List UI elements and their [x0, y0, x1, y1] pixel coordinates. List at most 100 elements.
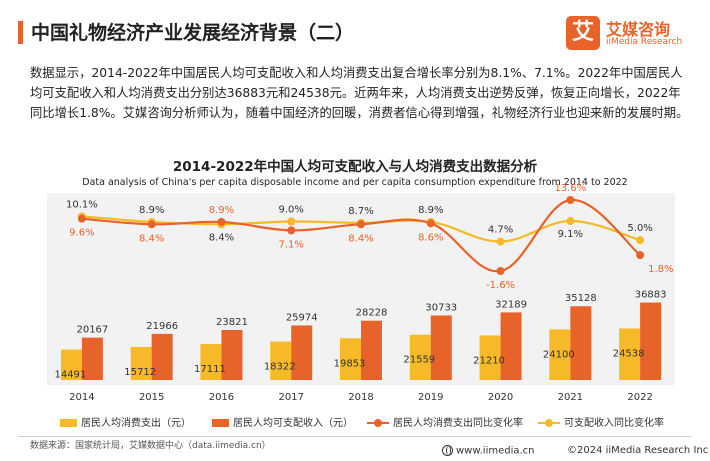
data-label-income-rate: 8.4% [209, 232, 234, 243]
logo-name: 艾媒咨询 [606, 20, 671, 39]
data-label-income: 35128 [565, 293, 597, 304]
point-income-rate [566, 217, 575, 226]
legend-item-income: 居民人均可支配收入（元） [212, 414, 353, 429]
data-label-income-rate: 8.9% [418, 205, 443, 216]
bar-income [500, 312, 522, 380]
point-consumption-rate [566, 196, 575, 204]
data-label-consumption-rate: 8.9% [209, 205, 234, 216]
x-tick-label: 2015 [139, 392, 164, 403]
data-label-income: 25974 [286, 312, 318, 323]
point-consumption-rate [77, 214, 86, 223]
bar-consumption [270, 341, 292, 380]
bar-consumption [549, 329, 571, 380]
data-label-consumption: 17111 [194, 364, 226, 375]
data-label-income-rate: 9.1% [558, 229, 583, 240]
footer-site[interactable]: www.iimedia.cn [442, 445, 535, 457]
x-tick-label: 2020 [488, 392, 513, 403]
bar-income [640, 302, 662, 380]
legend-label-consumption-rate: 居民人均消费支出同比变化率 [393, 418, 523, 429]
data-label-income-rate: 9.0% [279, 204, 304, 215]
data-label-consumption: 19853 [334, 358, 366, 369]
data-label-consumption: 21210 [473, 355, 505, 366]
data-label-income-rate: 4.7% [488, 225, 513, 236]
data-label-consumption: 21559 [403, 355, 435, 366]
footer-site-url[interactable]: www.iimedia.cn [456, 445, 535, 457]
title-accent-bar [18, 21, 23, 44]
data-label-consumption-rate: 7.1% [279, 239, 304, 250]
bar-income [361, 320, 382, 380]
data-label-consumption: 24538 [613, 348, 645, 359]
data-label-income-rate: 8.9% [139, 205, 164, 216]
data-label-consumption-rate: 8.6% [418, 232, 443, 243]
point-consumption-rate [147, 220, 156, 229]
legend-label-consumption: 居民人均消费支出（元） [81, 418, 191, 429]
point-income-rate [636, 236, 645, 245]
data-label-consumption-rate: 13.6% [554, 183, 586, 194]
legend-label-income-rate: 可支配收入同比变化率 [564, 418, 664, 429]
data-label-consumption-rate: 1.8% [648, 264, 673, 275]
x-tick-label: 2018 [348, 392, 373, 403]
bar-consumption [60, 349, 82, 380]
data-label-income: 20167 [76, 325, 108, 336]
legend-item-income-rate: 可支配收入同比变化率 [538, 414, 664, 429]
data-label-income: 32189 [495, 299, 527, 310]
footer-divider [18, 436, 692, 437]
point-consumption-rate [217, 217, 226, 226]
legend-swatch-income [212, 419, 229, 427]
bar-income [221, 329, 243, 380]
point-consumption-rate [426, 219, 435, 228]
bar-income [81, 337, 103, 380]
x-tick-label: 2019 [418, 392, 443, 403]
chart-title: 2014-2022年中国人均可支配收入与人均消费支出数据分析 [172, 159, 538, 175]
bar-consumption [409, 334, 431, 380]
data-label-income: 28228 [356, 308, 388, 319]
point-income-rate [287, 217, 296, 226]
data-label-income: 30733 [425, 302, 457, 313]
legend-label-income: 居民人均可支配收入（元） [233, 418, 353, 429]
legend-line-consumption-rate [367, 417, 389, 429]
data-label-income: 36883 [635, 290, 667, 301]
globe-icon [442, 445, 453, 456]
bar-consumption [479, 335, 501, 380]
data-label-consumption-rate: -1.6% [486, 280, 515, 291]
bar-income [570, 306, 592, 380]
data-label-consumption: 15712 [124, 367, 156, 378]
legend-item-consumption-rate: 居民人均消费支出同比变化率 [367, 414, 523, 429]
data-label-consumption-rate: 8.4% [348, 233, 373, 244]
legend-swatch-consumption [60, 419, 77, 427]
point-consumption-rate [287, 226, 296, 235]
intro-paragraph: 数据显示，2014-2022年中国居民人均可支配收入和人均消费支出复合增长率分别… [30, 66, 689, 120]
data-label-income: 21966 [146, 321, 178, 332]
point-consumption-rate [636, 251, 645, 260]
bar-consumption [130, 347, 152, 380]
x-tick-label: 2017 [278, 392, 303, 403]
bar-consumption [200, 344, 222, 380]
footer-source: 数据来源：国家统计局，艾媒数据中心（data.iimedia.cn） [30, 441, 271, 451]
data-label-consumption-rate: 9.6% [69, 228, 94, 239]
legend-item-consumption: 居民人均消费支出（元） [60, 414, 191, 429]
data-label-consumption: 18322 [264, 362, 296, 373]
line-consumption-rate [81, 198, 641, 273]
footer-copyright: ©2024 iiMedia Research Inc [567, 445, 709, 456]
chart-subtitle: Data analysis of China's per capita disp… [82, 177, 628, 188]
bar-income [151, 333, 173, 380]
logo-mark-icon: 艾 [566, 16, 600, 50]
data-label-consumption: 14491 [54, 370, 86, 381]
bar-consumption [340, 338, 361, 380]
x-tick-label: 2014 [69, 392, 94, 403]
iimedia-logo: 艾 艾媒咨询 iiMedia Research [566, 14, 700, 56]
bar-income [291, 325, 313, 380]
page-title: 中国礼物经济产业发展经济背景（二） [31, 22, 355, 44]
data-label-consumption-rate: 8.4% [139, 233, 164, 244]
data-label-income-rate: 5.0% [627, 223, 652, 234]
point-income-rate [496, 237, 505, 246]
data-label-income-rate: 10.1% [66, 199, 98, 210]
point-consumption-rate [496, 267, 505, 275]
bar-income [430, 315, 452, 380]
data-label-consumption: 24100 [543, 349, 575, 360]
bar-consumption [619, 328, 641, 380]
legend-line-income-rate [538, 417, 560, 429]
data-label-income-rate: 8.7% [348, 206, 373, 217]
x-tick-label: 2021 [558, 392, 583, 403]
